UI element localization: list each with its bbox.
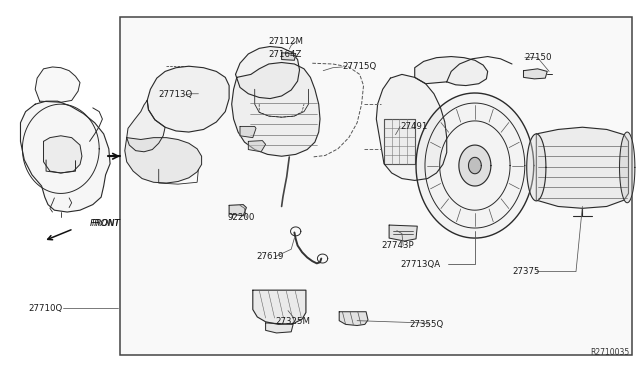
Text: 27713Q: 27713Q xyxy=(159,90,193,99)
Text: 27715Q: 27715Q xyxy=(342,62,377,71)
Polygon shape xyxy=(415,57,488,86)
Polygon shape xyxy=(35,67,80,102)
Polygon shape xyxy=(620,132,635,203)
Bar xyxy=(120,17,632,355)
Polygon shape xyxy=(416,93,534,238)
Text: FRONT: FRONT xyxy=(90,219,120,228)
Polygon shape xyxy=(147,66,229,132)
Polygon shape xyxy=(524,69,547,79)
Polygon shape xyxy=(240,126,256,138)
Polygon shape xyxy=(459,145,491,186)
Text: 27112M: 27112M xyxy=(269,37,304,46)
Polygon shape xyxy=(236,46,300,99)
Text: 27619: 27619 xyxy=(256,252,284,261)
Text: 27710Q: 27710Q xyxy=(29,304,63,312)
Polygon shape xyxy=(536,127,628,208)
Text: 92200: 92200 xyxy=(227,213,255,222)
Polygon shape xyxy=(282,53,296,60)
Polygon shape xyxy=(232,62,320,156)
Polygon shape xyxy=(266,323,293,333)
Text: 27325M: 27325M xyxy=(275,317,310,326)
Polygon shape xyxy=(384,119,415,164)
Text: 27743P: 27743P xyxy=(381,241,414,250)
Polygon shape xyxy=(527,134,546,201)
Polygon shape xyxy=(127,100,165,152)
Polygon shape xyxy=(253,290,306,324)
Polygon shape xyxy=(44,136,82,173)
Text: R2710035: R2710035 xyxy=(591,348,630,357)
Text: 27164Z: 27164Z xyxy=(269,50,302,59)
Text: 27491: 27491 xyxy=(400,122,428,131)
Polygon shape xyxy=(376,74,447,180)
Polygon shape xyxy=(125,138,202,183)
Polygon shape xyxy=(248,141,266,152)
Polygon shape xyxy=(468,157,481,174)
Text: 27375: 27375 xyxy=(512,267,540,276)
Polygon shape xyxy=(389,225,417,241)
Text: FRONT: FRONT xyxy=(92,219,120,228)
Text: 27355Q: 27355Q xyxy=(410,320,444,329)
Text: 27150: 27150 xyxy=(525,53,552,62)
Polygon shape xyxy=(339,312,368,326)
Polygon shape xyxy=(20,101,110,212)
Text: 27713QA: 27713QA xyxy=(401,260,441,269)
Polygon shape xyxy=(229,205,246,216)
